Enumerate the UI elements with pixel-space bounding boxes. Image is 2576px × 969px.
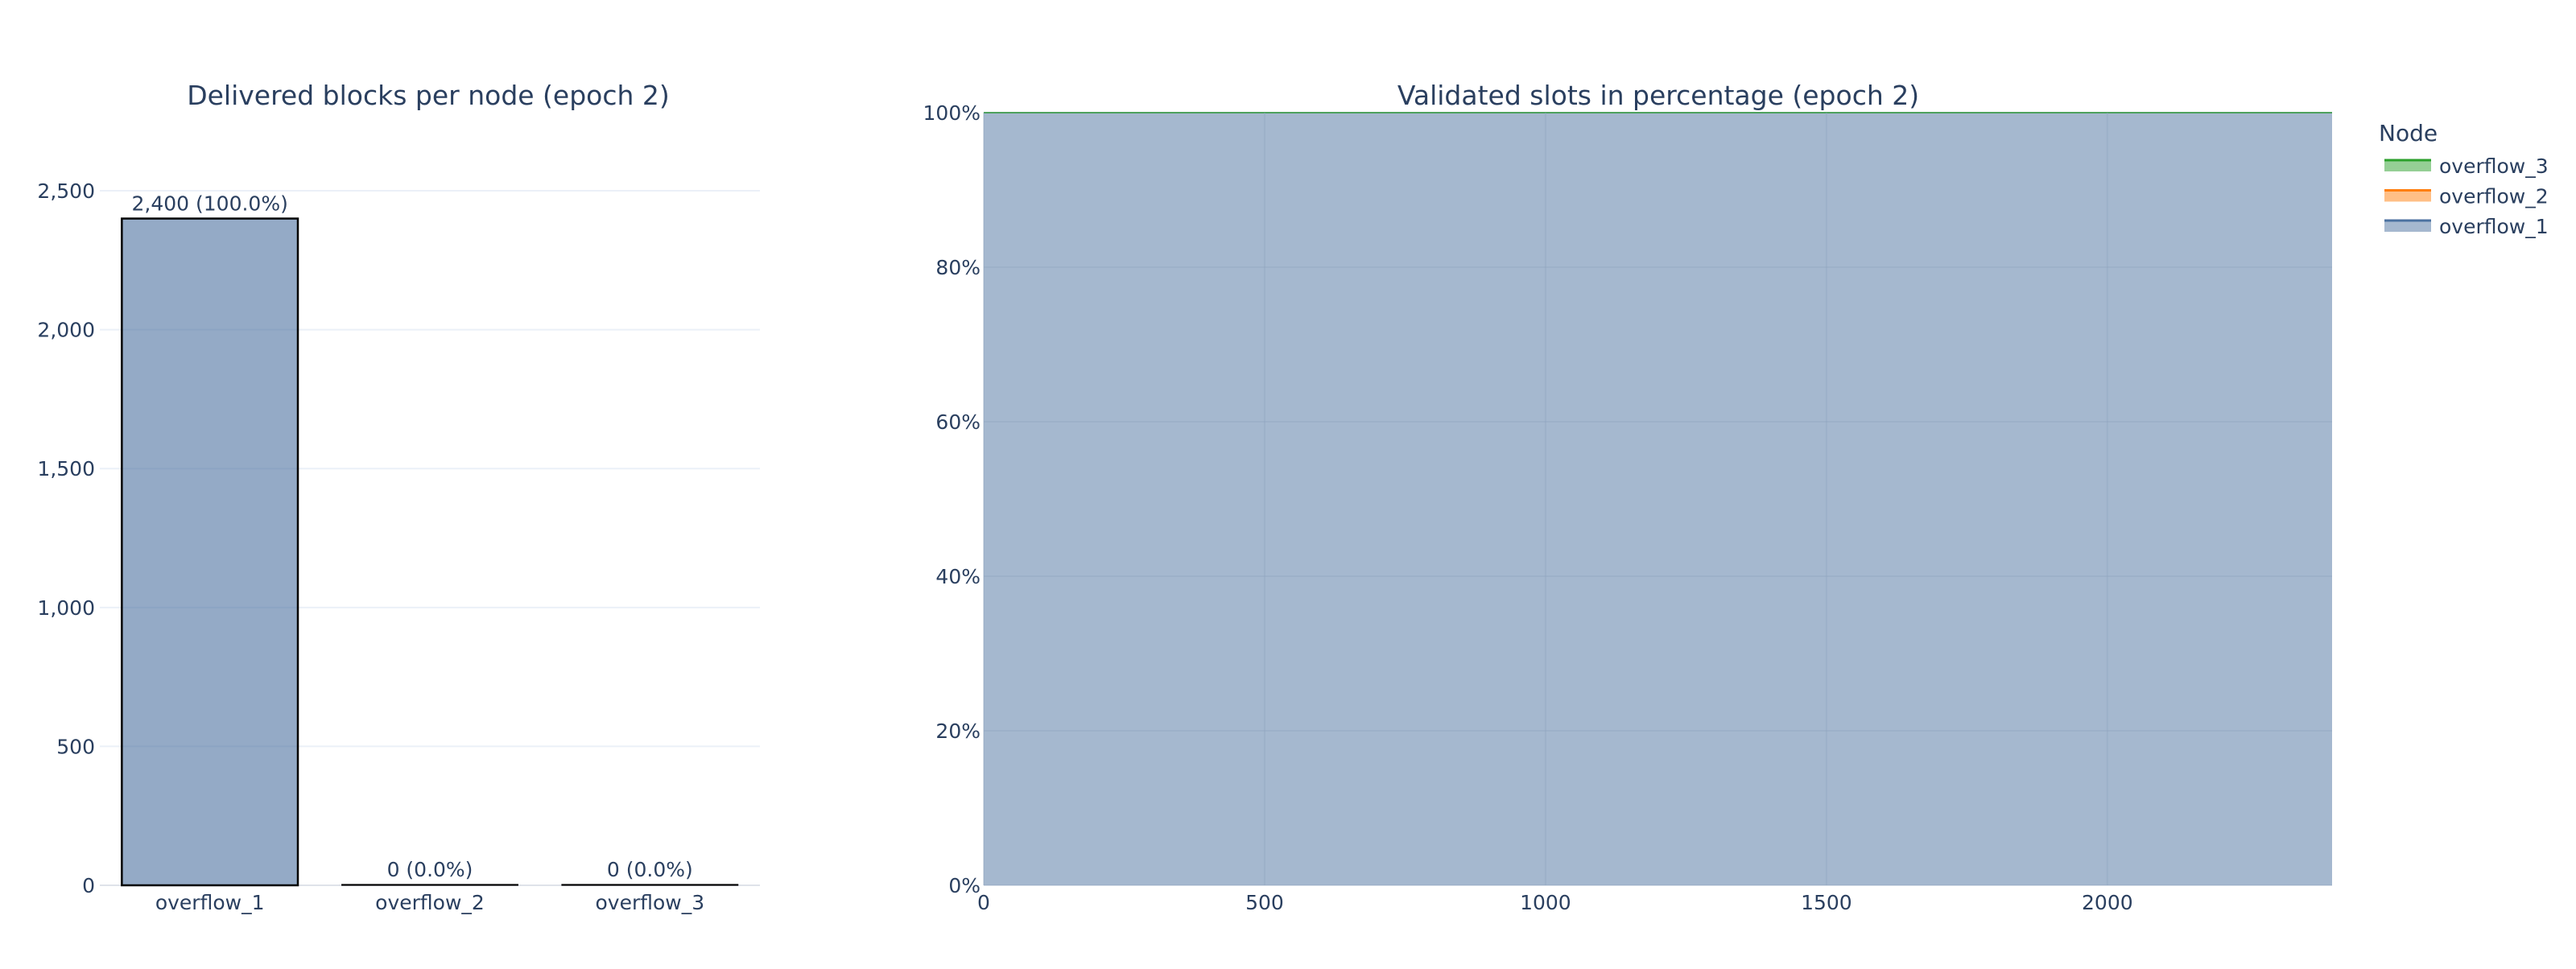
bar-data-label: 2,400 (100.0%) xyxy=(131,192,287,216)
area-y-ticks: 0% 20% 40% 60% 80% 100% xyxy=(923,101,980,897)
area-chart-title: Validated slots in percentage (epoch 2) xyxy=(1397,80,1919,111)
legend-title: Node xyxy=(2379,120,2438,146)
area-x-tick-label: 500 xyxy=(1245,891,1284,914)
bar-chart-title: Delivered blocks per node (epoch 2) xyxy=(187,80,670,111)
area-y-tick-label: 100% xyxy=(923,101,980,125)
legend: Node overflow_3 overflow_2 overflow_1 xyxy=(2379,120,2549,238)
area-chart: 0% 20% 40% 60% 80% 100% 0 500 1000 1500 2000 Vali… xyxy=(923,80,2332,914)
bar-y-tick-label: 0 xyxy=(82,874,95,897)
bar-data-labels: 2,400 (100.0%) 0 (0.0%) 0 (0.0%) xyxy=(131,192,692,881)
legend-item-overflow_2[interactable]: overflow_2 xyxy=(2384,185,2549,208)
bar-data-label: 0 (0.0%) xyxy=(607,858,693,881)
area-x-tick-label: 1500 xyxy=(1801,891,1852,914)
legend-label: overflow_3 xyxy=(2439,155,2549,178)
bar-y-tick-label: 1,000 xyxy=(37,596,95,620)
area-x-tick-label: 0 xyxy=(977,891,990,914)
bar-x-ticks: overflow_1 overflow_2 overflow_3 xyxy=(155,891,704,914)
bar-x-tick-label: overflow_3 xyxy=(596,891,705,914)
bar-x-tick-label: overflow_1 xyxy=(155,891,265,914)
area-y-tick-label: 20% xyxy=(935,720,980,743)
bar-y-tick-label: 2,000 xyxy=(37,319,95,342)
area-series xyxy=(984,112,2332,885)
legend-label: overflow_1 xyxy=(2439,215,2549,238)
legend-items: overflow_3 overflow_2 overflow_1 xyxy=(2384,155,2549,238)
bar-y-tick-label: 500 xyxy=(56,735,95,758)
bar-overflow_3 xyxy=(561,884,739,886)
area-x-tick-label: 1000 xyxy=(1520,891,1571,914)
bar-chart: 2,400 (100.0%) 0 (0.0%) 0 (0.0%) 0 500 1,000… xyxy=(37,80,760,914)
bar-bars xyxy=(121,217,739,887)
area-y-tick-label: 0% xyxy=(948,874,980,897)
legend-item-overflow_3[interactable]: overflow_3 xyxy=(2384,155,2549,178)
bar-data-label: 0 (0.0%) xyxy=(387,858,473,881)
area-y-tick-label: 80% xyxy=(935,256,980,279)
bar-x-tick-label: overflow_2 xyxy=(375,891,485,914)
area-x-ticks: 0 500 1000 1500 2000 xyxy=(977,891,2133,914)
bar-y-ticks: 0 500 1,000 1,500 2,000 2,500 xyxy=(37,179,95,897)
legend-swatch xyxy=(2384,221,2431,232)
legend-swatch xyxy=(2384,190,2431,202)
bar-y-tick-label: 1,500 xyxy=(37,457,95,480)
legend-label: overflow_2 xyxy=(2439,185,2549,208)
bar-overflow_1 xyxy=(121,217,299,887)
bar-overflow_2 xyxy=(341,884,518,886)
area-x-tick-label: 2000 xyxy=(2082,891,2133,914)
legend-swatch xyxy=(2384,160,2431,171)
area-y-tick-label: 60% xyxy=(935,410,980,434)
area-y-tick-label: 40% xyxy=(935,565,980,588)
legend-item-overflow_1[interactable]: overflow_1 xyxy=(2384,215,2549,238)
bar-y-tick-label: 2,500 xyxy=(37,179,95,203)
area-fill-overflow_1 xyxy=(984,113,2332,885)
area-gridlines xyxy=(983,112,2332,886)
